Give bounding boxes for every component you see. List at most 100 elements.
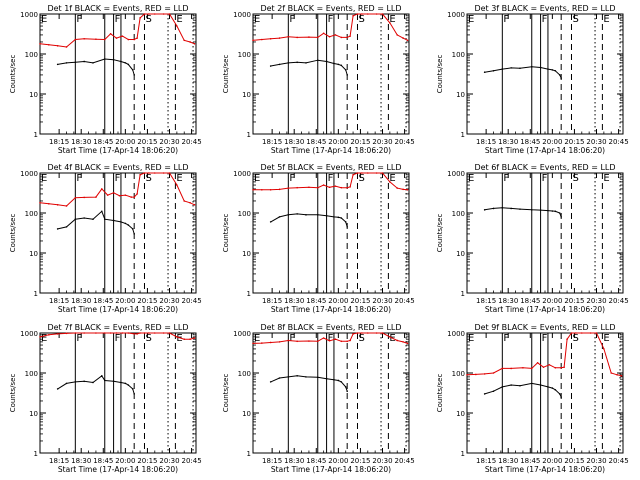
x-tick-label: 18:30	[284, 297, 304, 305]
data-point-lld	[375, 332, 378, 334]
data-point-lld	[109, 332, 112, 334]
data-point-lld	[252, 39, 254, 42]
y-tick-label: 1	[247, 450, 251, 458]
data-point-events	[346, 390, 348, 393]
y-tick-label: 1	[461, 450, 465, 458]
x-tick-label: 18:15	[476, 457, 496, 465]
data-point-events	[483, 209, 486, 211]
data-point-lld	[269, 189, 272, 191]
marker-label: E	[389, 14, 395, 25]
y-axis-label: Counts/sec	[9, 55, 17, 94]
x-tick-label: 20:00	[542, 138, 562, 146]
data-point-lld	[530, 367, 533, 370]
data-point-lld	[340, 340, 343, 343]
data-point-lld	[349, 186, 351, 188]
x-tick-label: 18:15	[262, 457, 282, 465]
data-point-lld	[139, 332, 141, 334]
marker-label: S	[358, 333, 364, 344]
data-point-events	[554, 70, 557, 72]
x-tick-label: 20:30	[586, 297, 606, 305]
y-tick-label: 10	[242, 250, 251, 258]
data-point-lld	[189, 41, 191, 43]
x-axis-label: Start Time (17-Apr-14 18:06:20)	[485, 146, 605, 155]
x-axis-label: Start Time (17-Apr-14 18:06:20)	[58, 465, 178, 474]
x-tick-label: 18:30	[498, 457, 518, 465]
data-point-lld	[475, 373, 477, 376]
x-tick-label: 18:45	[93, 297, 113, 305]
data-point-events	[269, 65, 272, 67]
marker-label: S	[145, 14, 151, 25]
data-point-lld	[328, 186, 331, 189]
x-tick-label: 20:00	[115, 457, 135, 465]
marker-label: F	[289, 333, 295, 344]
marker-label: S	[572, 333, 578, 344]
marker-label: F	[503, 333, 509, 344]
data-point-events	[547, 209, 549, 212]
data-point-events	[340, 217, 343, 219]
x-tick-label: 20:15	[350, 138, 370, 146]
data-point-lld	[153, 13, 156, 15]
data-point-lld	[139, 174, 141, 176]
y-tick-label: 100	[452, 370, 465, 378]
data-point-events	[124, 62, 127, 64]
data-point-lld	[48, 43, 50, 46]
panel-title: Det 8f BLACK = Events, RED = LLD	[260, 323, 401, 332]
marker-label: F	[542, 14, 548, 25]
x-tick-label: 20:30	[586, 138, 606, 146]
data-point-lld	[287, 35, 290, 38]
data-point-lld	[176, 336, 178, 338]
marker-label: F	[542, 333, 548, 344]
data-point-lld	[389, 22, 391, 24]
marker-label: E	[468, 333, 474, 344]
data-point-lld	[148, 332, 150, 334]
data-point-lld	[148, 172, 150, 174]
x-tick-label: 18:45	[306, 138, 326, 146]
data-point-lld	[366, 13, 369, 15]
data-point-lld	[366, 172, 369, 174]
x-tick-label: 20:15	[564, 138, 584, 146]
data-point-events	[305, 214, 307, 216]
data-point-events	[519, 384, 521, 387]
data-point-lld	[610, 372, 613, 374]
data-point-lld	[183, 338, 186, 340]
data-point-lld	[74, 332, 77, 334]
data-point-events	[296, 213, 298, 215]
data-point-lld	[570, 332, 573, 334]
series-line-events	[270, 375, 348, 392]
data-point-lld	[566, 338, 568, 340]
marker-label: F	[328, 14, 334, 25]
y-axis-label: Counts/sec	[9, 374, 17, 413]
data-point-lld	[168, 332, 171, 334]
x-tick-label: 20:15	[564, 297, 584, 305]
data-point-lld	[103, 38, 106, 41]
data-point-events	[101, 210, 103, 213]
data-point-events	[278, 63, 281, 66]
data-point-lld	[278, 341, 281, 343]
marker-label: E	[176, 173, 182, 184]
data-point-events	[124, 222, 127, 225]
x-tick-label: 20:45	[181, 138, 201, 146]
x-tick-label: 20:15	[350, 297, 370, 305]
data-point-lld	[361, 172, 363, 174]
data-point-events	[296, 61, 298, 64]
x-axis-label: Start Time (17-Apr-14 18:06:20)	[58, 146, 178, 155]
data-point-lld	[193, 42, 196, 45]
data-point-lld	[389, 181, 391, 183]
data-point-lld	[121, 332, 124, 334]
x-tick-label: 20:45	[608, 138, 628, 146]
data-point-lld	[121, 35, 124, 37]
data-point-events	[530, 382, 533, 385]
x-tick-label: 20:15	[350, 457, 370, 465]
data-point-events	[133, 74, 135, 76]
data-point-events	[560, 396, 562, 398]
data-point-lld	[402, 37, 404, 39]
data-point-lld	[74, 38, 77, 41]
data-point-lld	[560, 366, 562, 369]
data-point-lld	[127, 38, 130, 41]
data-point-events	[56, 63, 59, 66]
data-point-lld	[381, 332, 384, 334]
data-point-lld	[193, 204, 196, 206]
marker-label: F	[328, 173, 334, 184]
data-point-lld	[352, 333, 354, 335]
x-tick-label: 18:30	[71, 457, 91, 465]
